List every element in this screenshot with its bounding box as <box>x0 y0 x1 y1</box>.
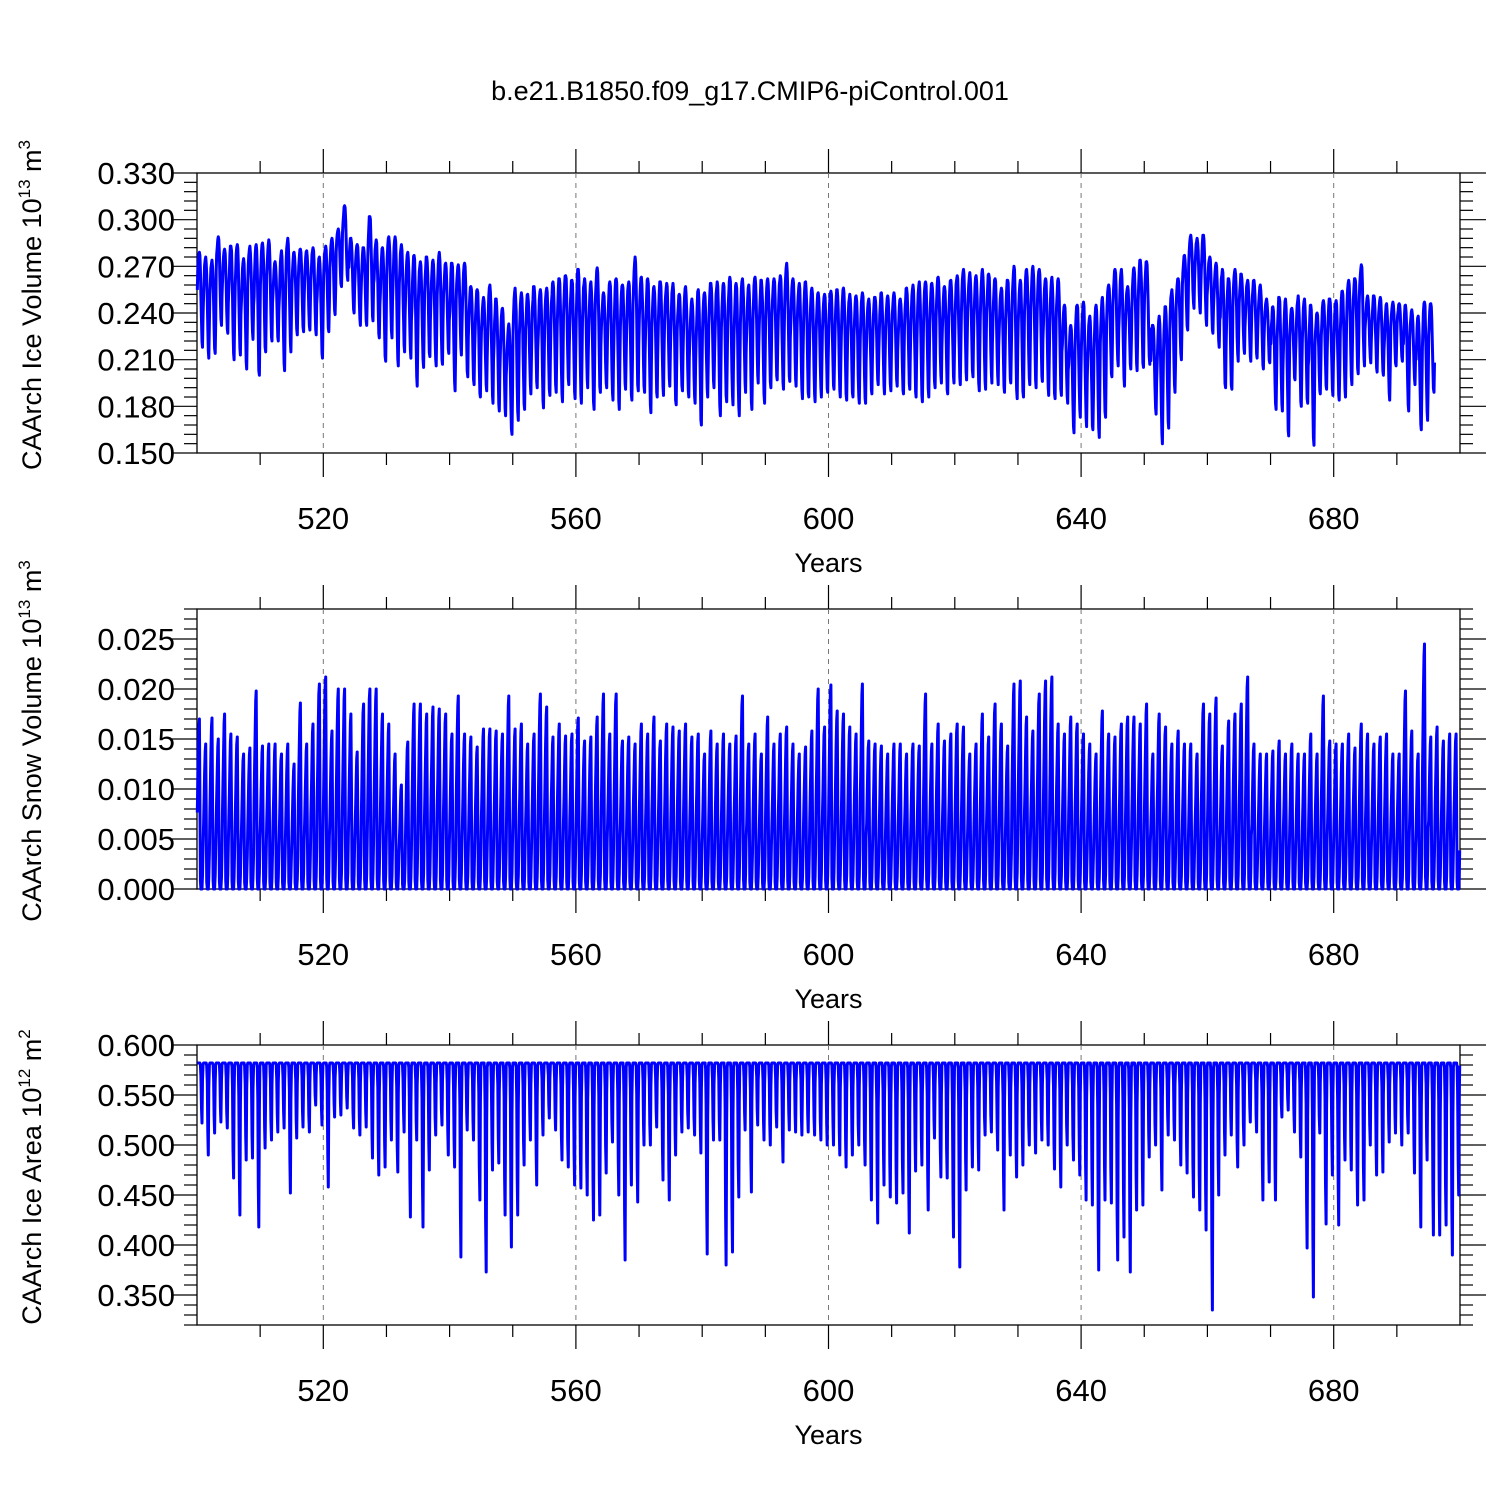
y-tick-label: 0.000 <box>97 872 175 907</box>
y-tick-label: 0.150 <box>97 436 175 471</box>
x-axis-title: Years <box>794 1420 862 1450</box>
figure-title: b.e21.B1850.f09_g17.CMIP6-piControl.001 <box>491 76 1009 106</box>
x-tick-label: 520 <box>297 937 349 972</box>
y-axis-title-unit-exponent: 3 <box>15 140 34 149</box>
x-tick-label: 560 <box>550 501 602 536</box>
y-axis-title-unit: m <box>17 1039 47 1069</box>
y-axis-title: CAArch Snow Volume 1013 m3 <box>15 560 47 922</box>
x-axis-title: Years <box>794 984 862 1014</box>
y-tick-label: 0.550 <box>97 1078 175 1113</box>
panel-3: 0.350 0.400 0.450 0.500 0.550 0.600 520 560 600 6… <box>15 1021 1486 1450</box>
x-tick-label: 600 <box>803 501 855 536</box>
y-tick-label: 0.350 <box>97 1278 175 1313</box>
x-tick-label: 680 <box>1308 937 1360 972</box>
panel-2: 0.000 0.005 0.010 0.015 0.020 0.025 520 560 600 6… <box>15 560 1486 1014</box>
data-line <box>196 1061 1462 1312</box>
y-tick-label: 0.005 <box>97 822 175 857</box>
x-tick-label: 640 <box>1055 501 1107 536</box>
x-tick-label: 560 <box>550 1373 602 1408</box>
x-tick-label: 520 <box>297 1373 349 1408</box>
x-tick-label: 600 <box>803 1373 855 1408</box>
y-axis-title-unit-exponent: 2 <box>15 1029 34 1038</box>
y-axis-title-unit: m <box>17 570 47 600</box>
y-tick-label: 0.015 <box>97 722 175 757</box>
panels: 0.150 0.180 0.210 0.240 0.270 0.300 0.330 520 56… <box>15 140 1486 1450</box>
y-tick-label: 0.270 <box>97 249 175 284</box>
x-tick-label: 560 <box>550 937 602 972</box>
y-axis-title-exponent: 13 <box>15 600 34 619</box>
y-tick-label: 0.210 <box>97 343 175 378</box>
x-axis-title: Years <box>794 548 862 578</box>
y-tick-label: 0.010 <box>97 772 175 807</box>
y-axis-title-exponent: 12 <box>15 1069 34 1088</box>
y-tick-label: 0.180 <box>97 389 175 424</box>
y-tick-label: 0.025 <box>97 622 175 657</box>
y-axis-title-unit-exponent: 3 <box>15 560 34 569</box>
y-tick-label: 0.500 <box>97 1128 175 1163</box>
y-axis-title-text: CAArch Ice Volume 10 <box>17 198 47 470</box>
data-line <box>195 204 1436 447</box>
y-tick-label: 0.330 <box>97 156 175 191</box>
data-line <box>195 642 1462 891</box>
panel-1: 0.150 0.180 0.210 0.240 0.270 0.300 0.330 520 56… <box>15 140 1486 578</box>
x-tick-label: 640 <box>1055 1373 1107 1408</box>
y-tick-label: 0.300 <box>97 203 175 238</box>
y-axis-title: CAArch Ice Volume 1013 m3 <box>15 140 47 470</box>
y-tick-label: 0.600 <box>97 1028 175 1063</box>
x-tick-label: 520 <box>297 501 349 536</box>
y-axis-title-text: CAArch Ice Area 10 <box>17 1088 47 1325</box>
y-axis-title: CAArch Ice Area 1012 m2 <box>15 1029 47 1325</box>
y-tick-label: 0.400 <box>97 1228 175 1263</box>
y-tick-label: 0.450 <box>97 1178 175 1213</box>
y-tick-label: 0.240 <box>97 296 175 331</box>
y-tick-label: 0.020 <box>97 672 175 707</box>
y-axis-title-exponent: 13 <box>15 179 34 198</box>
x-tick-label: 640 <box>1055 937 1107 972</box>
x-tick-label: 600 <box>803 937 855 972</box>
y-axis-title-text: CAArch Snow Volume 10 <box>17 619 47 922</box>
x-tick-label: 680 <box>1308 501 1360 536</box>
y-axis-title-unit: m <box>17 149 47 179</box>
x-tick-label: 680 <box>1308 1373 1360 1408</box>
